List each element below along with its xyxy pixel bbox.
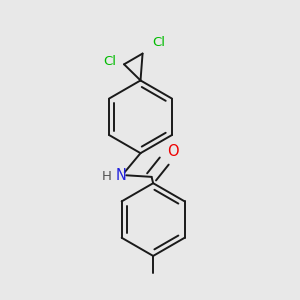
Text: O: O [167, 145, 179, 160]
Text: Cl: Cl [103, 55, 116, 68]
Text: H: H [101, 170, 111, 183]
Text: Cl: Cl [152, 36, 165, 49]
Text: N: N [116, 168, 127, 183]
